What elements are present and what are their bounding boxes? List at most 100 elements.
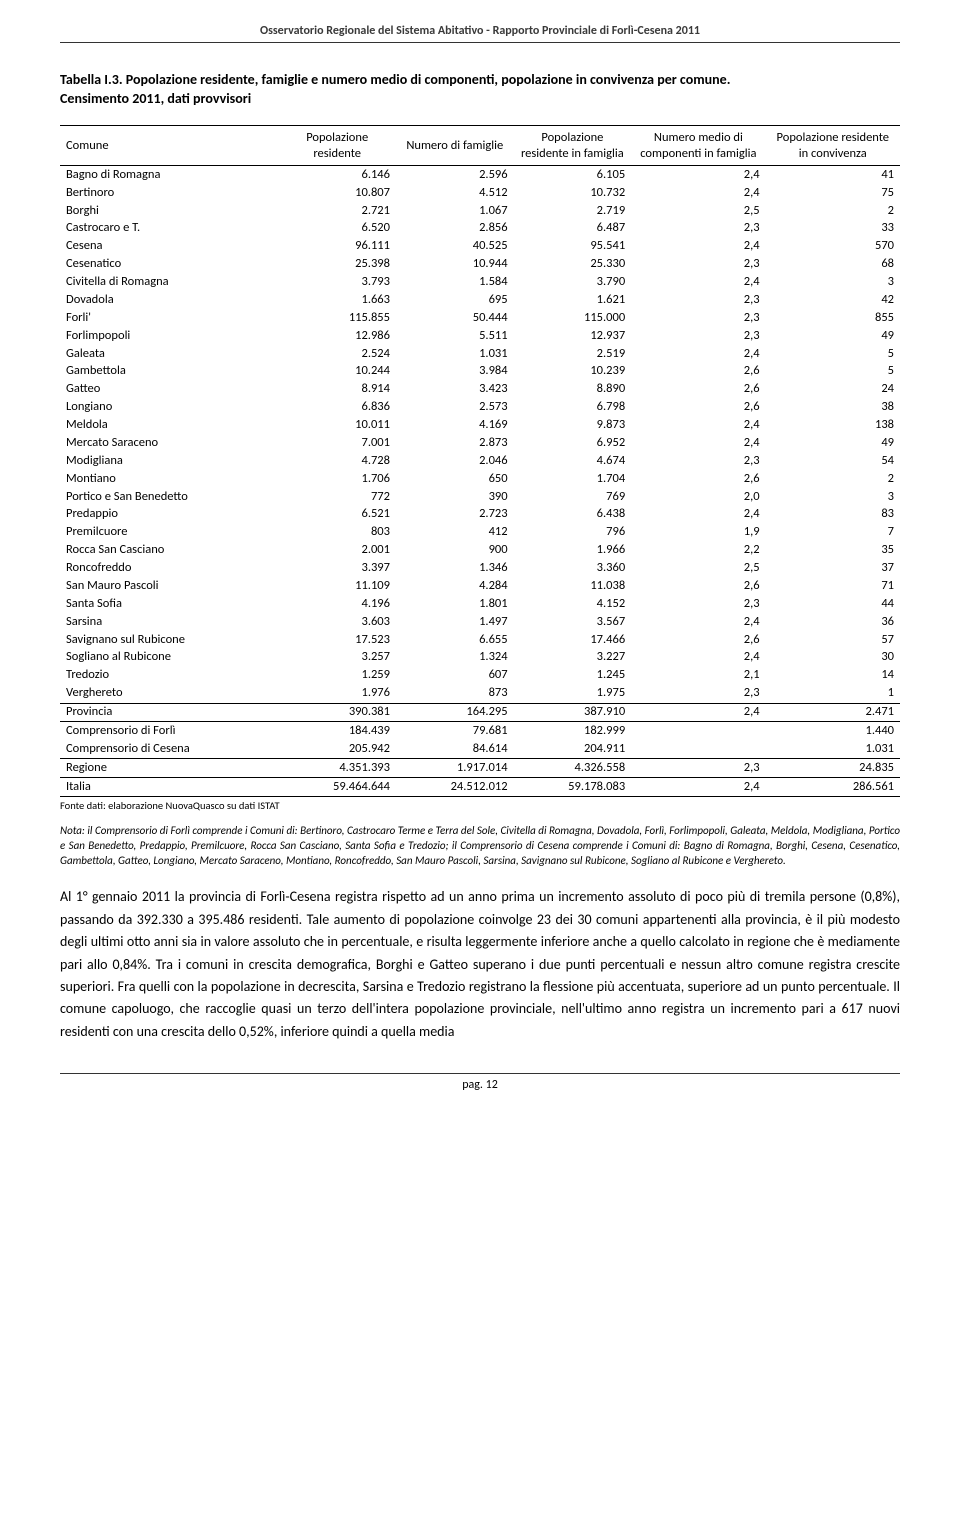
table-cell: 79.681: [396, 722, 514, 740]
table-cell: 2,4: [631, 703, 765, 722]
table-cell: 1.584: [396, 274, 514, 292]
table-cell: Comprensorio di Cesena: [60, 740, 278, 758]
table-cell: 10.011: [278, 417, 396, 435]
table-row: Modigliana4.7282.0464.6742,354: [60, 452, 900, 470]
table-cell: 54: [766, 452, 900, 470]
table-row: Cesenatico25.39810.94425.3302,368: [60, 256, 900, 274]
table-cell: 5: [766, 363, 900, 381]
table-cell: 1.031: [396, 345, 514, 363]
table-cell: Verghereto: [60, 685, 278, 703]
table-row: Sarsina3.6031.4973.5672,436: [60, 613, 900, 631]
table-cell: 855: [766, 309, 900, 327]
table-cell: 2,5: [631, 202, 765, 220]
table-cell: Mercato Saraceno: [60, 434, 278, 452]
table-cell: Gambettola: [60, 363, 278, 381]
table-cell: 9.873: [514, 417, 632, 435]
table-cell: 17.466: [514, 631, 632, 649]
table-row: Santa Sofia4.1961.8014.1522,344: [60, 595, 900, 613]
table-row: Bertinoro10.8074.51210.7322,475: [60, 184, 900, 202]
table-cell: Provincia: [60, 703, 278, 722]
table-cell: Italia: [60, 778, 278, 797]
table-header-row: Comune Popolazione residente Numero di f…: [60, 126, 900, 166]
table-cell: 3.397: [278, 560, 396, 578]
table-cell: Bagno di Romagna: [60, 166, 278, 184]
table-cell: 2,3: [631, 309, 765, 327]
table-cell: Santa Sofia: [60, 595, 278, 613]
table-cell: 38: [766, 399, 900, 417]
table-cell: 33: [766, 220, 900, 238]
table-cell: 40.525: [396, 238, 514, 256]
table-cell: 2,0: [631, 488, 765, 506]
table-cell: 2,3: [631, 452, 765, 470]
table-cell: 14: [766, 667, 900, 685]
table-cell: 1.976: [278, 685, 396, 703]
table-cell: 1.621: [514, 291, 632, 309]
table-cell: 2,6: [631, 363, 765, 381]
table-cell: 2,3: [631, 291, 765, 309]
table-note: Nota: il Comprensorio di Forlì comprende…: [60, 824, 900, 869]
table-cell: 769: [514, 488, 632, 506]
table-cell: Civitella di Romagna: [60, 274, 278, 292]
table-cell: 2.856: [396, 220, 514, 238]
table-cell: 2.573: [396, 399, 514, 417]
table-cell: 2,4: [631, 274, 765, 292]
table-cell: 25.398: [278, 256, 396, 274]
table-cell: 2,4: [631, 434, 765, 452]
table-cell: 2,6: [631, 631, 765, 649]
table-cell: 37: [766, 560, 900, 578]
table-cell: 3.423: [396, 381, 514, 399]
table-cell: Castrocaro e T.: [60, 220, 278, 238]
table-cell: 25.330: [514, 256, 632, 274]
table-cell: 2.723: [396, 506, 514, 524]
table-cell: 2,4: [631, 166, 765, 184]
table-cell: Forlimpopoli: [60, 327, 278, 345]
table-cell: 2,1: [631, 667, 765, 685]
body-paragraph: Al 1° gennaio 2011 la provincia di Forlì…: [60, 886, 900, 1043]
table-cell: Montiano: [60, 470, 278, 488]
table-cell: 1.966: [514, 542, 632, 560]
table-cell: 4.152: [514, 595, 632, 613]
table-cell: Regione: [60, 759, 278, 778]
table-cell: 1,9: [631, 524, 765, 542]
table-cell: Cesena: [60, 238, 278, 256]
table-cell: 2.596: [396, 166, 514, 184]
table-cell: 6.105: [514, 166, 632, 184]
table-row: Provincia390.381164.295387.9102,42.471: [60, 703, 900, 722]
table-cell: Rocca San Casciano: [60, 542, 278, 560]
table-cell: 4.728: [278, 452, 396, 470]
table-cell: 44: [766, 595, 900, 613]
table-row: Cesena96.11140.52595.5412,4570: [60, 238, 900, 256]
table-cell: 5: [766, 345, 900, 363]
col-comune: Comune: [60, 126, 278, 166]
table-cell: 2,4: [631, 184, 765, 202]
table-cell: 96.111: [278, 238, 396, 256]
table-cell: 390.381: [278, 703, 396, 722]
table-cell: 49: [766, 434, 900, 452]
table-cell: 2.471: [766, 703, 900, 722]
table-cell: 1.259: [278, 667, 396, 685]
table-cell: 2,3: [631, 685, 765, 703]
table-row: Predappio6.5212.7236.4382,483: [60, 506, 900, 524]
table-cell: 803: [278, 524, 396, 542]
table-cell: 2.719: [514, 202, 632, 220]
table-cell: 10.244: [278, 363, 396, 381]
table-cell: 2.519: [514, 345, 632, 363]
table-cell: 75: [766, 184, 900, 202]
table-cell: 650: [396, 470, 514, 488]
table-row: San Mauro Pascoli11.1094.28411.0382,671: [60, 577, 900, 595]
table-cell: 1.440: [766, 722, 900, 740]
table-cell: 50.444: [396, 309, 514, 327]
table-cell: 7: [766, 524, 900, 542]
table-cell: 184.439: [278, 722, 396, 740]
table-cell: 2,4: [631, 417, 765, 435]
table-cell: 1.346: [396, 560, 514, 578]
table-cell: Gatteo: [60, 381, 278, 399]
table-cell: Sarsina: [60, 613, 278, 631]
table-cell: 2,4: [631, 506, 765, 524]
table-cell: 1.975: [514, 685, 632, 703]
table-row: Forli'115.85550.444115.0002,3855: [60, 309, 900, 327]
table-cell: 2: [766, 202, 900, 220]
table-cell: 3: [766, 488, 900, 506]
table-cell: Borghi: [60, 202, 278, 220]
table-cell: 3.567: [514, 613, 632, 631]
